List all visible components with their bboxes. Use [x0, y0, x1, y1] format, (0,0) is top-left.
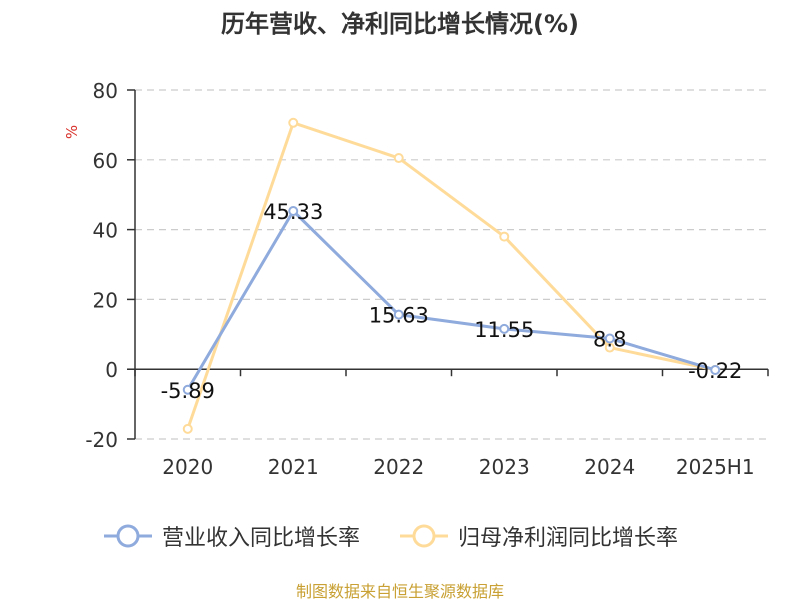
series-line-profit [186, 121, 716, 430]
x-tick-label: 2021 [268, 455, 319, 479]
data-label-revenue: -5.89 [161, 379, 215, 403]
x-tick-label: 2022 [373, 455, 424, 479]
data-point-revenue [499, 323, 510, 334]
x-tick-label: 2023 [479, 455, 530, 479]
legend-profit-icon [400, 524, 448, 548]
data-point-profit [288, 117, 299, 128]
series-lines [182, 117, 721, 434]
data-label-revenue: -0.22 [688, 359, 742, 383]
data-label-revenue: 15.63 [369, 304, 429, 328]
data-point-profit [499, 231, 510, 242]
y-tick-label: 0 [105, 358, 118, 382]
y-tick-label: 80 [93, 79, 118, 103]
legend: 营业收入同比增长率 归母净利润同比增长率 [0, 518, 800, 558]
chart-title: 历年营收、净利同比增长情况(%) [221, 10, 579, 38]
data-point-revenue [182, 384, 193, 395]
data-point-profit [393, 153, 404, 164]
data-point-revenue [710, 364, 721, 375]
y-tick-label: 20 [93, 288, 118, 312]
data-point-profit [604, 342, 615, 353]
data-label-revenue: 45.33 [263, 200, 323, 224]
data-point-profit [182, 423, 193, 434]
data-label-revenue: 8.8 [593, 327, 626, 351]
data-labels: -5.89 45.33 15.63 11.55 8.8 -0.22 [161, 200, 743, 403]
axes: -20 0 20 40 60 80 2020 2021 2022 2023 2024 2025H1% [63, 79, 769, 479]
legend-label-revenue: 营业收入同比增长率 [162, 526, 361, 551]
data-point-revenue [393, 309, 404, 320]
legend-item-profit[interactable]: 归母净利润同比增长率 [400, 518, 678, 554]
data-point-revenue [288, 205, 299, 216]
legend-label-profit: 归母净利润同比增长率 [458, 526, 679, 551]
x-tick-label: 2024 [584, 455, 635, 479]
data-point-revenue [604, 333, 615, 344]
data-label-revenue: 11.55 [474, 318, 534, 342]
x-tick-label: 2025H1 [676, 455, 755, 479]
series-line-revenue [186, 209, 716, 391]
legend-item-revenue[interactable]: 营业收入同比增长率 [104, 518, 360, 554]
legend-revenue-icon [104, 524, 152, 548]
source-note: 制图数据来自恒生聚源数据库 [295, 582, 504, 601]
y-tick-label: 60 [93, 149, 118, 173]
grid-lines [135, 89, 768, 440]
y-axis-unit-label: % [63, 125, 81, 139]
x-tick-label: 2020 [162, 455, 213, 479]
y-tick-label: -20 [85, 428, 118, 452]
y-tick-label: 40 [93, 219, 118, 243]
